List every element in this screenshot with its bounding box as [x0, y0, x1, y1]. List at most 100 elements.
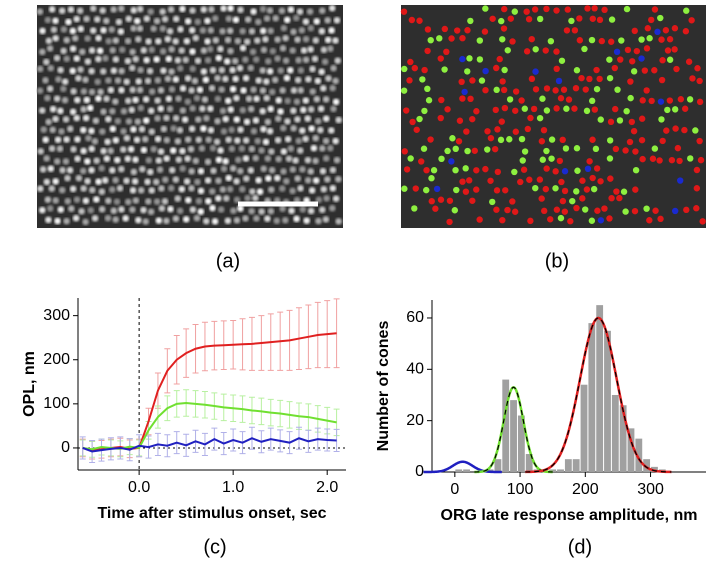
cone-marker [532, 86, 540, 93]
cone [118, 86, 125, 94]
cone-marker [497, 136, 505, 144]
x-tick-label: 300 [637, 481, 664, 498]
cone [217, 45, 224, 53]
cone [203, 217, 210, 225]
cone [208, 188, 216, 195]
cone [142, 218, 150, 225]
cone [229, 66, 236, 74]
cone-marker [500, 25, 508, 32]
cone [94, 78, 101, 86]
cone-marker [612, 105, 619, 113]
cone [92, 117, 100, 125]
cone [268, 186, 275, 193]
y-tick-label: 60 [406, 309, 424, 326]
cone [148, 46, 156, 54]
cone-marker [494, 168, 502, 176]
histogram-bar [643, 459, 651, 472]
cone-marker [459, 178, 466, 185]
cone-marker [581, 45, 588, 53]
cone [313, 18, 321, 25]
cone [142, 96, 150, 103]
cone-marker [571, 105, 578, 112]
cone [259, 87, 267, 94]
cone-marker [659, 137, 666, 145]
cone [154, 115, 161, 122]
cone [188, 125, 196, 133]
cone [44, 196, 52, 203]
cone-marker [630, 68, 638, 75]
cone [219, 107, 227, 115]
cone-marker [696, 98, 704, 106]
cone [79, 167, 87, 175]
cone [198, 145, 206, 152]
cone-marker [438, 96, 445, 104]
cone-marker [606, 56, 613, 63]
cone-marker [559, 136, 566, 144]
cone-marker [591, 5, 598, 12]
cone-marker [571, 27, 579, 34]
cone [84, 35, 91, 42]
cone [100, 26, 107, 34]
cone [163, 155, 170, 162]
cone [176, 207, 184, 215]
cone [215, 54, 223, 62]
cone-marker [666, 56, 674, 63]
cone [69, 45, 77, 53]
cone [168, 45, 175, 53]
cone-marker [493, 206, 500, 213]
cone [188, 27, 196, 34]
cone [250, 86, 257, 93]
cone [52, 197, 60, 204]
cone [292, 157, 299, 164]
cone-marker [573, 67, 581, 74]
cone [132, 55, 140, 63]
cone [279, 205, 286, 212]
cone-marker [601, 6, 608, 14]
cone-marker [588, 217, 596, 224]
cone [73, 114, 81, 122]
cone-marker [553, 48, 560, 55]
cone-marker [541, 207, 548, 215]
cone [62, 116, 70, 123]
cone-marker [543, 165, 550, 172]
cone [308, 125, 315, 132]
cone [318, 68, 325, 76]
cone [250, 8, 257, 15]
cone [297, 67, 305, 74]
cone [168, 166, 176, 174]
cone [284, 135, 292, 143]
cone-marker [666, 97, 674, 104]
gaussian-fit-dash [474, 386, 553, 473]
cone-marker [632, 166, 640, 174]
cone [37, 185, 44, 193]
cone [335, 175, 342, 183]
cone-marker [484, 128, 491, 135]
cone-marker [683, 7, 690, 14]
cone-marker [614, 86, 621, 93]
cone [179, 147, 186, 155]
cone-marker [590, 185, 598, 193]
cone-marker [648, 16, 655, 24]
cone-marker [659, 57, 666, 64]
cone-marker [455, 138, 463, 145]
cone [324, 36, 332, 44]
cone-marker [616, 194, 623, 202]
cone-marker [498, 118, 505, 125]
cone [215, 195, 222, 202]
cone [217, 206, 225, 213]
cone [208, 6, 215, 13]
cone-marker [683, 206, 690, 214]
cone [223, 58, 231, 65]
cone-marker [438, 155, 445, 163]
cone-marker [511, 8, 518, 15]
cone-marker [432, 205, 439, 212]
cone-marker [471, 147, 478, 154]
cone [172, 15, 180, 23]
cone [279, 45, 287, 52]
cone-marker [699, 218, 706, 225]
cone [217, 147, 224, 154]
cone [289, 166, 297, 173]
cone-marker [693, 205, 700, 212]
cone [172, 176, 180, 183]
cone-marker [424, 85, 431, 93]
